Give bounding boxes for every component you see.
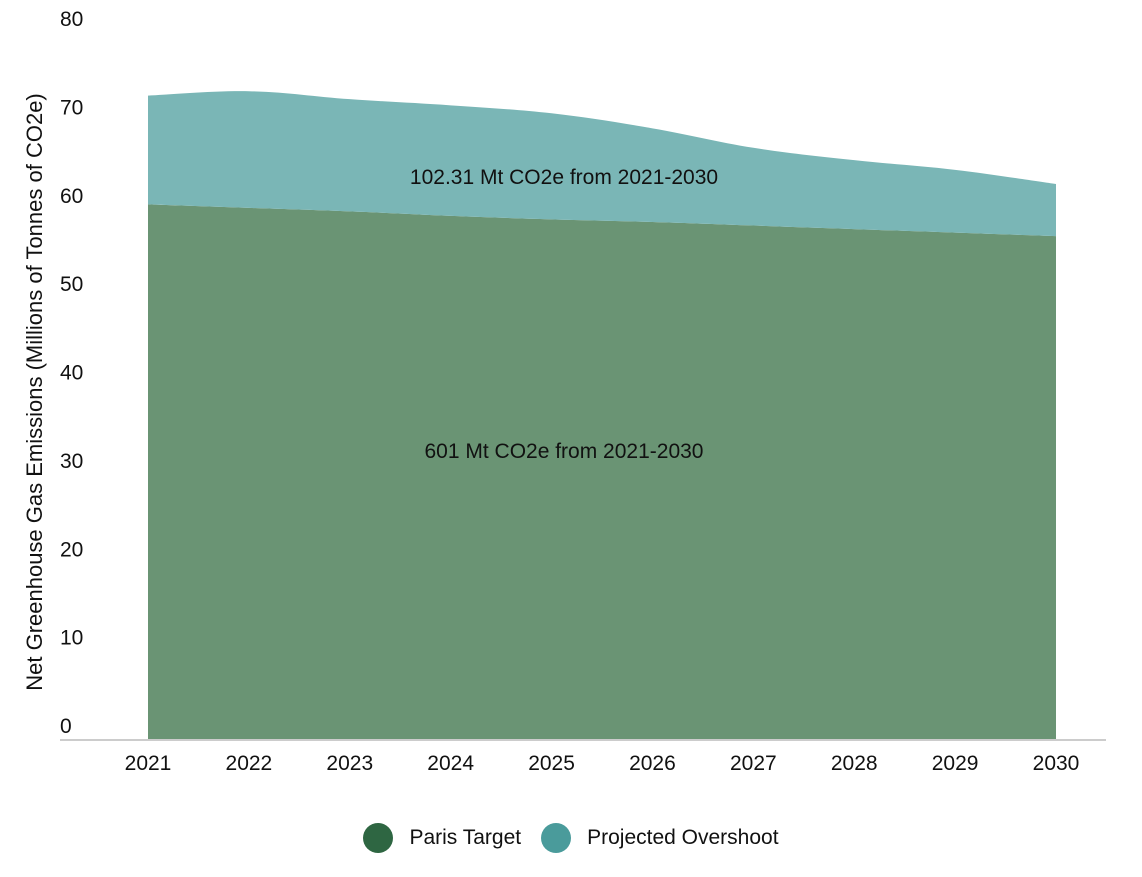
area-paris-target [148,204,1056,740]
y-tick-label: 80 [60,8,83,31]
y-tick-label: 40 [60,362,83,385]
chart-legend: Paris Target Projected Overshoot [0,818,1142,858]
y-tick-label: 30 [60,450,83,473]
legend-item-paris-target[interactable]: Paris Target [363,823,521,853]
y-axis-tick-labels: 0 10 20 30 40 50 60 70 80 [60,8,83,738]
x-tick-label: 2022 [226,752,273,775]
x-tick-label: 2023 [326,752,373,775]
x-tick-label: 2027 [730,752,777,775]
legend-swatch-paris-target [363,823,394,853]
y-tick-label: 70 [60,96,83,119]
legend-label-projected-overshoot: Projected Overshoot [587,826,779,849]
legend-label-paris-target: Paris Target [409,826,522,849]
x-tick-label: 2026 [629,752,676,775]
legend-swatch-projected-overshoot [541,823,572,853]
x-tick-label: 2029 [932,752,979,775]
y-tick-label: 10 [60,627,83,650]
x-tick-label: 2025 [528,752,575,775]
annotation-projected-overshoot: 102.31 Mt CO2e from 2021-2030 [410,166,718,189]
x-tick-label: 2030 [1033,752,1080,775]
chart-annotations: 601 Mt CO2e from 2021-2030 102.31 Mt CO2e… [410,166,718,463]
x-tick-label: 2021 [125,752,172,775]
y-tick-label: 60 [60,185,83,208]
annotation-paris-target: 601 Mt CO2e from 2021-2030 [425,440,704,463]
y-tick-label: 50 [60,273,83,296]
legend-item-projected-overshoot[interactable]: Projected Overshoot [541,823,779,853]
x-tick-label: 2024 [427,752,474,775]
y-tick-label: 0 [60,715,72,738]
chart-areas [148,91,1056,740]
area-projected-overshoot [148,91,1056,237]
y-tick-label: 20 [60,538,83,561]
x-tick-label: 2028 [831,752,878,775]
x-axis-tick-labels: 2021 2022 2023 2024 2025 2026 2027 2028 2029 2030 [125,752,1080,775]
y-axis-label: Net Greenhouse Gas Emissions (Millions o… [22,93,47,691]
